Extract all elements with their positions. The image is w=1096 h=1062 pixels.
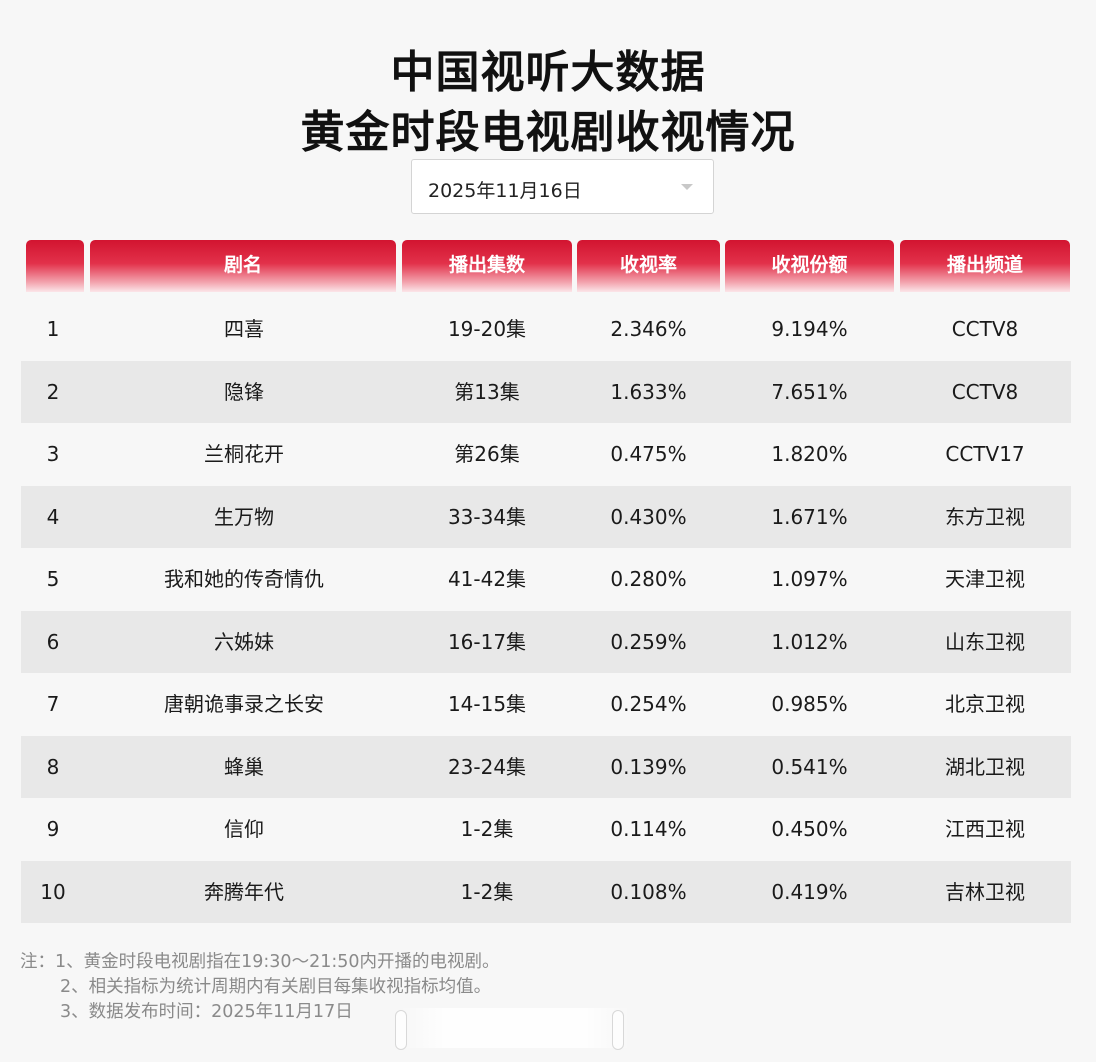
cell-name: 隐锋 bbox=[224, 379, 264, 404]
cell-channel: 东方卫视 bbox=[945, 504, 1025, 529]
page-title: 中国视听大数据 bbox=[390, 47, 706, 98]
cell-rating: 0.430% bbox=[610, 504, 687, 529]
cell-share: 0.419% bbox=[771, 879, 848, 904]
cell-rank: 9 bbox=[46, 817, 60, 841]
cell-share: 0.985% bbox=[771, 692, 848, 716]
footnote-2: 2、相关指标为统计周期内有关剧目每集收视指标均值。 bbox=[60, 977, 492, 997]
cell-channel: 江西卫视 bbox=[945, 817, 1025, 841]
table-row: 5 我和她的传奇情仇 41-42集 0.280% 1.097% 天津卫视 bbox=[21, 548, 1071, 610]
cell-rank: 10 bbox=[40, 879, 66, 904]
cell-share: 1.097% bbox=[771, 567, 848, 591]
chevron-down-icon[interactable] bbox=[681, 184, 693, 190]
scroll-handle-left[interactable] bbox=[395, 1010, 407, 1050]
cell-name: 信仰 bbox=[224, 817, 264, 841]
cell-share: 0.541% bbox=[771, 754, 848, 779]
footnotes: 注：1、黄金时段电视剧指在19:30～21:50内开播的电视剧。 2、相关指标为… bbox=[20, 950, 500, 1025]
header-name: 剧名 bbox=[90, 240, 396, 292]
cell-rating: 0.108% bbox=[610, 879, 687, 904]
cell-channel: CCTV17 bbox=[945, 442, 1025, 466]
header-channel: 播出频道 bbox=[900, 240, 1070, 292]
cell-episodes: 14-15集 bbox=[447, 692, 527, 716]
cell-share: 1.820% bbox=[771, 442, 848, 466]
cell-share: 0.450% bbox=[771, 817, 848, 841]
cell-episodes: 41-42集 bbox=[447, 567, 527, 591]
header-rating: 收视率 bbox=[577, 240, 720, 292]
cell-channel: 山东卫视 bbox=[945, 629, 1025, 654]
cell-name: 我和她的传奇情仇 bbox=[164, 567, 324, 591]
footnote-3: 3、数据发布时间：2025年11月17日 bbox=[60, 1002, 353, 1022]
date-select[interactable]: 2025年11月16日 bbox=[411, 159, 714, 214]
date-select-value: 2025年11月16日 bbox=[428, 180, 582, 202]
cell-share: 7.651% bbox=[771, 379, 848, 404]
cell-name: 唐朝诡事录之长安 bbox=[164, 692, 324, 716]
cell-episodes: 第13集 bbox=[454, 379, 520, 404]
cell-episodes: 23-24集 bbox=[447, 754, 527, 779]
cell-rank: 7 bbox=[46, 692, 60, 716]
cell-episodes: 19-20集 bbox=[447, 317, 527, 341]
table-row: 10 奔腾年代 1-2集 0.108% 0.419% 吉林卫视 bbox=[21, 860, 1071, 923]
footnote-1: 注：1、黄金时段电视剧指在19:30～21:50内开播的电视剧。 bbox=[20, 952, 500, 972]
cell-channel: 湖北卫视 bbox=[945, 754, 1025, 779]
table-row: 7 唐朝诡事录之长安 14-15集 0.254% 0.985% 北京卫视 bbox=[21, 673, 1071, 735]
cell-rating: 0.114% bbox=[610, 817, 687, 841]
cell-channel: CCTV8 bbox=[951, 379, 1019, 404]
cell-rank: 6 bbox=[46, 629, 60, 654]
cell-rating: 0.259% bbox=[610, 629, 687, 654]
header-share: 收视份额 bbox=[725, 240, 894, 292]
cell-episodes: 1-2集 bbox=[460, 879, 514, 904]
cell-episodes: 33-34集 bbox=[447, 504, 527, 529]
table-row: 1 四喜 19-20集 2.346% 9.194% CCTV8 bbox=[21, 298, 1071, 360]
cell-rating: 1.633% bbox=[610, 379, 687, 404]
cell-channel: 北京卫视 bbox=[945, 692, 1025, 716]
cell-rank: 5 bbox=[46, 567, 60, 591]
cell-rating: 0.280% bbox=[610, 567, 687, 591]
cell-name: 蜂巢 bbox=[224, 754, 264, 779]
cell-name: 生万物 bbox=[214, 504, 274, 529]
cell-share: 9.194% bbox=[771, 317, 848, 341]
table-row: 3 兰桐花开 第26集 0.475% 1.820% CCTV17 bbox=[21, 423, 1071, 485]
header-episodes: 播出集数 bbox=[402, 240, 572, 292]
cell-rating: 0.475% bbox=[610, 442, 687, 466]
cell-name: 奔腾年代 bbox=[204, 879, 284, 904]
cell-channel: CCTV8 bbox=[951, 317, 1019, 341]
cell-channel: 天津卫视 bbox=[945, 567, 1025, 591]
cell-rank: 8 bbox=[46, 754, 60, 779]
scroll-handle-right[interactable] bbox=[612, 1010, 624, 1050]
cell-name: 兰桐花开 bbox=[204, 442, 284, 466]
header-rank bbox=[26, 240, 84, 292]
cell-rating: 0.254% bbox=[610, 692, 687, 716]
cell-rank: 4 bbox=[46, 504, 60, 529]
cell-rating: 2.346% bbox=[610, 317, 687, 341]
cell-share: 1.671% bbox=[771, 504, 848, 529]
cell-episodes: 16-17集 bbox=[447, 629, 527, 654]
cell-channel: 吉林卫视 bbox=[945, 879, 1025, 904]
cell-share: 1.012% bbox=[771, 629, 848, 654]
table-row: 6 六姊妹 16-17集 0.259% 1.012% 山东卫视 bbox=[21, 610, 1071, 673]
table-row: 8 蜂巢 23-24集 0.139% 0.541% 湖北卫视 bbox=[21, 735, 1071, 798]
table-row: 2 隐锋 第13集 1.633% 7.651% CCTV8 bbox=[21, 360, 1071, 423]
table-row: 4 生万物 33-34集 0.430% 1.671% 东方卫视 bbox=[21, 485, 1071, 548]
page-subtitle: 黄金时段电视剧收视情况 bbox=[300, 107, 796, 158]
cell-episodes: 1-2集 bbox=[460, 817, 514, 841]
cell-episodes: 第26集 bbox=[454, 442, 520, 466]
cell-rank: 1 bbox=[46, 317, 60, 341]
cell-name: 六姊妹 bbox=[214, 629, 274, 654]
cell-rank: 2 bbox=[46, 379, 60, 404]
table-row: 9 信仰 1-2集 0.114% 0.450% 江西卫视 bbox=[21, 798, 1071, 860]
cell-rank: 3 bbox=[46, 442, 60, 466]
scrollbar-track[interactable] bbox=[400, 1008, 630, 1048]
cell-name: 四喜 bbox=[224, 317, 264, 341]
cell-rating: 0.139% bbox=[610, 754, 687, 779]
